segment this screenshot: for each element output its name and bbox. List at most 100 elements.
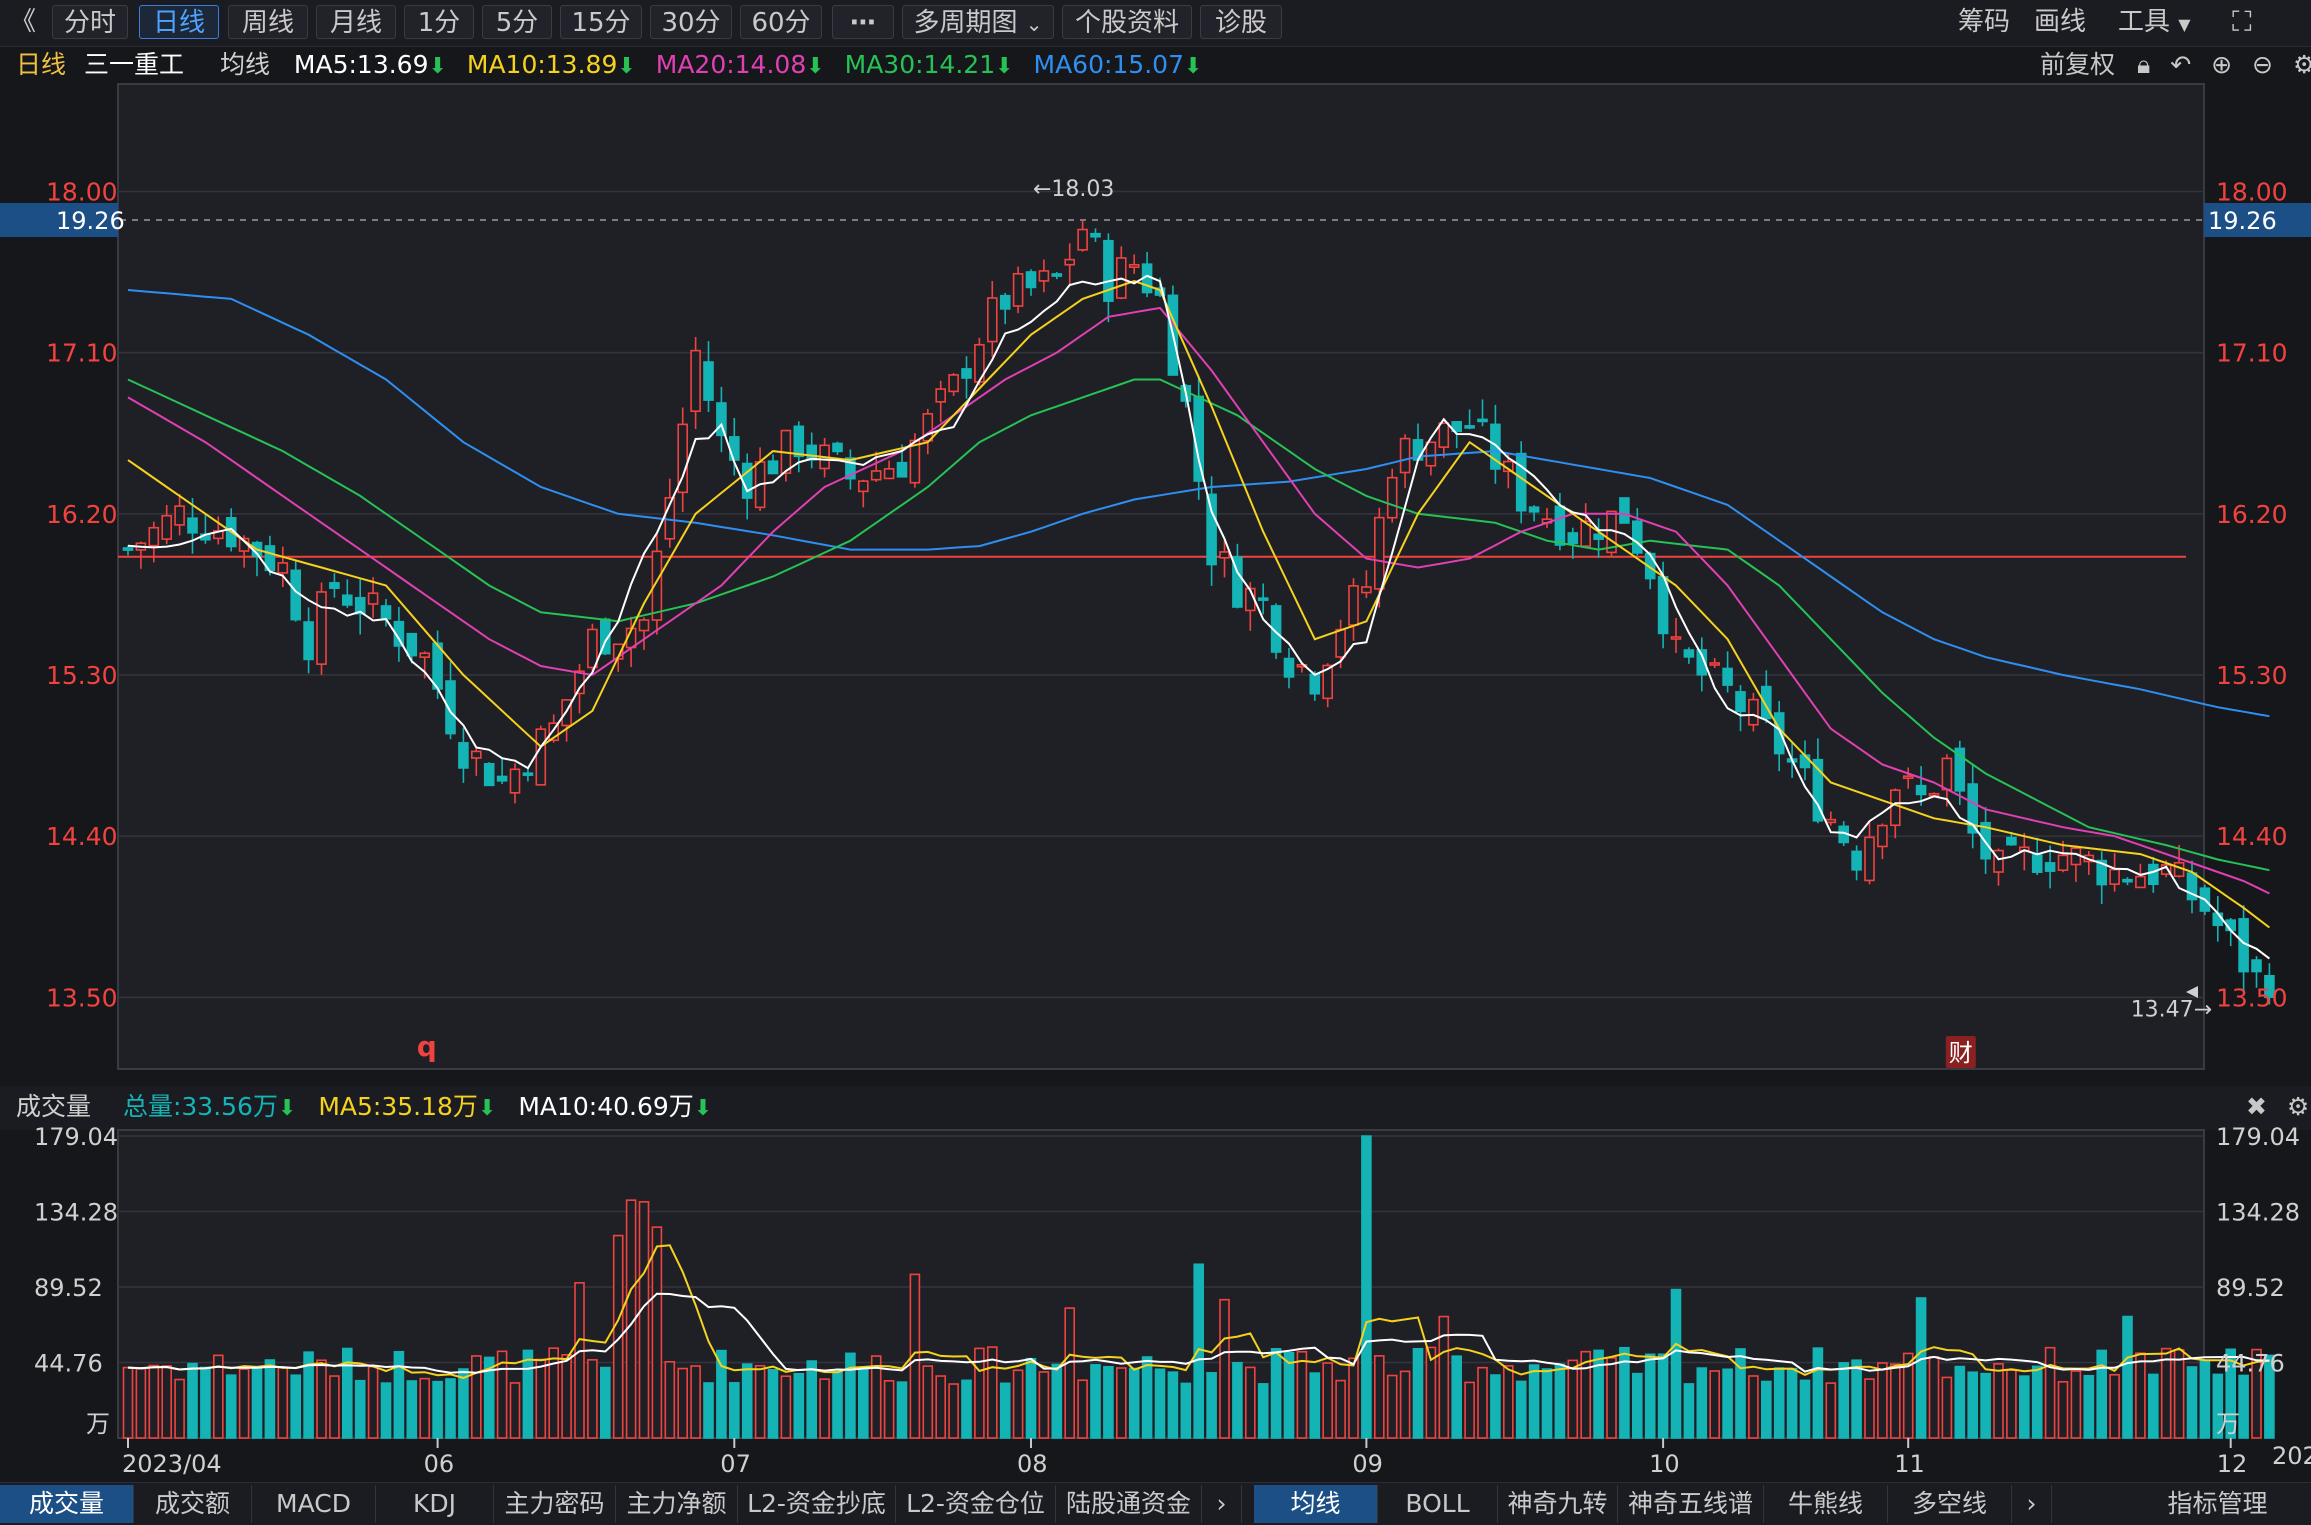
candle-body: [1915, 784, 1927, 796]
tab-macd[interactable]: MACD: [252, 1485, 376, 1523]
volume-tick-label-right: 179.04: [2216, 1123, 2300, 1151]
candle-body: [1528, 506, 1540, 513]
volume-title[interactable]: 成交量: [16, 1092, 92, 1121]
volume-bar: [264, 1359, 276, 1439]
kline-chart[interactable]: 19.26 19.26 ←18.03 13.47→ q 财 18.00 18.00 17.1…: [0, 0, 2311, 1482]
tab-long-short-line[interactable]: 多空线: [1888, 1485, 2012, 1523]
period-5min-button[interactable]: 5分: [482, 5, 552, 39]
ma5-value: MA5:13.69⬇: [294, 50, 447, 79]
candle-body: [122, 547, 134, 551]
volume-ma5-text: MA5:35.18万: [318, 1092, 478, 1121]
tab-l2-bottom-fishing[interactable]: L2-资金抄底: [738, 1485, 896, 1523]
tools-dropdown[interactable]: 工具 ▼: [2118, 5, 2191, 39]
more-periods-button[interactable]: ⋯: [832, 5, 894, 39]
chevron-right-icon[interactable]: ›: [2012, 1485, 2052, 1523]
tab-northbound-funds[interactable]: 陆股通资金: [1056, 1485, 1202, 1523]
candle-body: [728, 436, 740, 461]
volume-bar: [896, 1381, 908, 1439]
candle-body: [1902, 775, 1914, 779]
volume-bar: [1786, 1367, 1798, 1439]
volume-bar: [1851, 1359, 1862, 1439]
multi-period-dropdown[interactable]: 多周期图 ⌄: [902, 5, 1054, 39]
volume-bar: [909, 1273, 921, 1439]
period-minute-button[interactable]: 分时: [52, 5, 128, 39]
x-axis-label: 2023/04: [122, 1450, 222, 1478]
ma20-line: [127, 306, 2270, 895]
candle-body: [419, 652, 431, 658]
candle-body: [832, 442, 843, 453]
tab-magic-nine[interactable]: 神奇九转: [1498, 1485, 1618, 1523]
ma60-line: [127, 289, 2270, 718]
volume-bar: [1451, 1355, 1462, 1439]
candle-body: [1464, 425, 1475, 429]
volume-ma10-text: MA10:40.69万: [518, 1092, 694, 1121]
volume-bar: [1593, 1349, 1604, 1439]
stock-name[interactable]: 三一重工: [83, 50, 184, 79]
tab-boll[interactable]: BOLL: [1378, 1485, 1498, 1523]
indicator-manage-button[interactable]: 指标管理: [2167, 1489, 2268, 1518]
chip-button[interactable]: 筹码: [1958, 7, 2011, 37]
period-weekly-button[interactable]: 周线: [228, 5, 308, 39]
period-1min-button[interactable]: 1分: [404, 5, 474, 39]
down-arrow-icon: ⬇: [617, 54, 636, 79]
volume-bar: [1193, 1263, 1204, 1439]
chevron-right-icon[interactable]: ›: [1202, 1485, 1242, 1523]
volume-bar: [935, 1375, 947, 1439]
tab-turnover[interactable]: 成交额: [134, 1485, 252, 1523]
close-icon[interactable]: ✖: [2246, 1092, 2267, 1121]
candle-body: [1993, 849, 2004, 873]
zoom-out-icon[interactable]: ⊖: [2252, 50, 2273, 79]
fullscreen-icon[interactable]: ⛶: [2232, 5, 2252, 38]
tab-main-force-code[interactable]: 主力密码: [494, 1485, 616, 1523]
diagnose-button[interactable]: 诊股: [1200, 5, 1282, 39]
period-monthly-button[interactable]: 月线: [316, 5, 396, 39]
undo-icon[interactable]: ↶: [2170, 50, 2192, 79]
candle-body: [380, 605, 392, 620]
ma-label[interactable]: 均线: [219, 50, 270, 79]
adjust-button[interactable]: 前复权: [2040, 50, 2116, 79]
tab-main-force-net[interactable]: 主力净额: [616, 1485, 738, 1523]
stock-info-button[interactable]: 个股资料: [1062, 5, 1192, 39]
volume-bar: [2212, 1373, 2224, 1439]
volume-bar: [1206, 1372, 1217, 1439]
candle-body: [1490, 423, 1501, 470]
volume-bar: [1335, 1379, 1346, 1439]
tab-magic-five-lines[interactable]: 神奇五线谱: [1618, 1485, 1764, 1523]
volume-bar: [999, 1382, 1011, 1439]
period-60min-button[interactable]: 60分: [740, 5, 822, 39]
finance-marker-bg: [1945, 1036, 1976, 1068]
candle-body: [483, 763, 495, 787]
tab-bull-bear-line[interactable]: 牛熊线: [1764, 1485, 1888, 1523]
volume-bar: [1425, 1346, 1437, 1439]
gear-icon[interactable]: ⚙: [2286, 1092, 2310, 1121]
tab-kdj[interactable]: KDJ: [376, 1485, 494, 1523]
down-arrow-icon: ⬇: [477, 1096, 497, 1121]
down-arrow-icon: ⬇: [806, 54, 825, 79]
tab-volume[interactable]: 成交量: [0, 1485, 134, 1523]
period-daily-button[interactable]: 日线: [139, 5, 219, 39]
volume-bar: [651, 1226, 663, 1439]
volume-bar: [509, 1382, 521, 1439]
candle-body: [2031, 854, 2043, 873]
volume-bar: [1322, 1362, 1333, 1439]
volume-bar: [1167, 1371, 1179, 1439]
tab-ma-overlay[interactable]: 均线: [1254, 1485, 1378, 1523]
period-15min-button[interactable]: 15分: [560, 5, 642, 39]
volume-bar: [1064, 1307, 1075, 1439]
candle-body: [1580, 520, 1591, 547]
tab-l2-position[interactable]: L2-资金仓位: [896, 1485, 1056, 1523]
zoom-in-icon[interactable]: ⊕: [2211, 50, 2233, 79]
double-chevron-left-icon[interactable]: 《: [10, 7, 37, 37]
volume-bar: [200, 1366, 211, 1439]
volume-bar: [148, 1364, 160, 1439]
draw-line-button[interactable]: 画线: [2034, 7, 2087, 37]
volume-bar: [1386, 1374, 1398, 1439]
gear-icon[interactable]: ⚙: [2292, 50, 2311, 79]
lock-icon[interactable]: 🔒︎: [2136, 50, 2151, 79]
volume-bar: [2122, 1315, 2133, 1439]
candle-body: [638, 619, 650, 632]
period-30min-button[interactable]: 30分: [650, 5, 732, 39]
low-price-annotation: 13.47→: [2131, 998, 2212, 1023]
down-arrow-icon: ⬇: [995, 54, 1014, 79]
volume-bar: [187, 1362, 198, 1439]
